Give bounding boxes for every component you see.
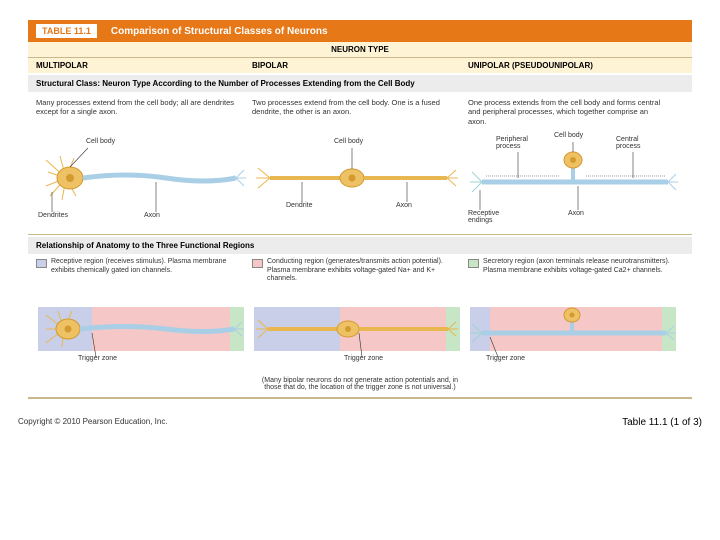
swatch-receptive [36, 259, 47, 268]
col-header-multipolar: MULTIPOLAR [36, 61, 252, 70]
bipolar-caption: (Many bipolar neurons do not generate ac… [253, 377, 467, 391]
lbl-central: Central process [616, 136, 660, 150]
lbl-cell-body-b: Cell body [334, 138, 363, 145]
section2-diagrams: Trigger zone Trigger zone [28, 287, 692, 375]
divider-1 [28, 234, 692, 235]
lbl-peripheral: Peripheral process [496, 136, 540, 150]
lbl-receptive: Receptive endings [468, 210, 512, 224]
diagram-unipolar: Peripheral process Cell body Central pro… [468, 130, 684, 226]
lbl-cell-body-u: Cell body [554, 132, 583, 139]
legend-conducting: Conducting region (generates/transmits a… [252, 258, 468, 283]
lbl-trigger-u: Trigger zone [486, 355, 525, 362]
divider-2 [28, 397, 692, 399]
section2-label: Relationship of Anatomy to the Three Fun… [28, 237, 692, 254]
lbl-axon-b: Axon [396, 202, 412, 209]
column-headers: MULTIPOLAR BIPOLAR UNIPOLAR (PSEUDOUNIPO… [28, 58, 692, 73]
lbl-cell-body: Cell body [86, 138, 115, 145]
desc-multipolar: Many processes extend from the cell body… [36, 98, 252, 126]
diagram-bipolar: Cell body Dendrite Axon [252, 130, 468, 226]
table-number-badge: TABLE 11.1 [36, 24, 97, 38]
desc-unipolar: One process extends from the cell body a… [468, 98, 684, 126]
legend-secretory: Secretory region (axon terminals release… [468, 258, 684, 283]
diagram2-multipolar: Trigger zone [36, 289, 252, 369]
legend-text-2: Secretory region (axon terminals release… [483, 258, 674, 275]
diagram2-unipolar: Trigger zone [468, 289, 684, 369]
section1-diagrams: Cell body Dendrites Axon Cell b [28, 128, 692, 232]
neuron-type-row: NEURON TYPE [28, 42, 692, 58]
footer: Copyright © 2010 Pearson Education, Inc.… [0, 407, 720, 434]
table-title: Comparison of Structural Classes of Neur… [111, 26, 328, 37]
col-header-bipolar: BIPOLAR [252, 61, 468, 70]
lbl-trigger-m: Trigger zone [78, 355, 117, 362]
legend-text-0: Receptive region (receives stimulus). Pl… [51, 258, 242, 275]
lbl-axon: Axon [144, 212, 160, 219]
swatch-conducting [252, 259, 263, 268]
copyright-text: Copyright © 2010 Pearson Education, Inc. [18, 417, 168, 428]
lbl-dendrite-b: Dendrite [286, 202, 312, 209]
table-header-bar: TABLE 11.1 Comparison of Structural Clas… [28, 20, 692, 42]
desc-bipolar: Two processes extend from the cell body.… [252, 98, 468, 126]
legend-receptive: Receptive region (receives stimulus). Pl… [36, 258, 252, 283]
legend-row: Receptive region (receives stimulus). Pl… [28, 254, 692, 287]
lbl-dendrites: Dendrites [38, 212, 68, 219]
diagram-multipolar: Cell body Dendrites Axon [36, 130, 252, 226]
diagram2-bipolar: Trigger zone [252, 289, 468, 369]
bipolar-caption-row: (Many bipolar neurons do not generate ac… [28, 375, 692, 395]
lbl-trigger-b: Trigger zone [344, 355, 383, 362]
swatch-secretory [468, 259, 479, 268]
page-container: TABLE 11.1 Comparison of Structural Clas… [0, 0, 720, 407]
lbl-axon-u: Axon [568, 210, 584, 217]
page-ref: Table 11.1 (1 of 3) [622, 417, 702, 428]
section1-descriptions: Many processes extend from the cell body… [28, 92, 692, 128]
col-header-unipolar: UNIPOLAR (PSEUDOUNIPOLAR) [468, 61, 684, 70]
section1-label: Structural Class: Neuron Type According … [28, 75, 692, 92]
legend-text-1: Conducting region (generates/transmits a… [267, 258, 458, 283]
